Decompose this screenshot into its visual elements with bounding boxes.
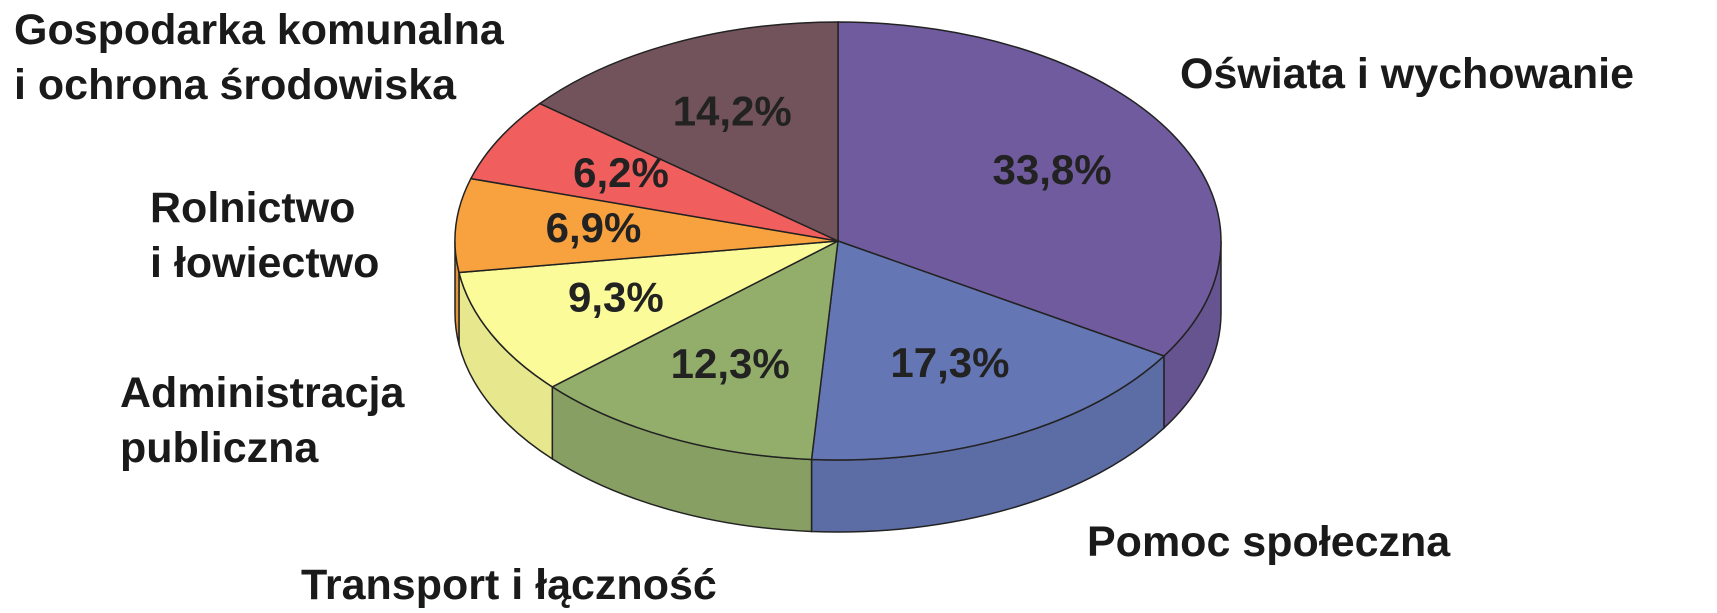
value-label: 14,2% (673, 88, 792, 135)
value-label: 9,3% (568, 273, 664, 320)
category-label: Rolnictwo i łowiectwo (150, 184, 379, 287)
category-label-line: Pomoc społeczna (1087, 518, 1451, 566)
slice (550, 239, 839, 461)
category-label: Oświata i wychowanie (1180, 50, 1634, 98)
slice (538, 21, 839, 243)
slice (810, 239, 1166, 461)
value-label: 6,2% (573, 149, 669, 196)
value-label: 17,3% (890, 339, 1009, 386)
value-label: 33,8% (993, 146, 1112, 193)
category-label-line: Gospodarka komunalna (14, 6, 505, 54)
value-label: 12,3% (671, 340, 790, 387)
slice (454, 177, 839, 274)
category-label-line: Transport i łączność (301, 561, 717, 609)
category-label-line: publiczna (120, 424, 319, 472)
category-label: Transport i łączność (301, 561, 717, 609)
category-label-line: Administracja (120, 369, 405, 417)
slice (837, 21, 1222, 357)
category-label-line: Rolnictwo (150, 184, 355, 232)
category-label-line: i ochrona środowiska (14, 61, 457, 109)
slice (469, 102, 839, 242)
value-label: 6,9% (546, 204, 642, 251)
slice (458, 240, 839, 388)
category-label: Administracja publiczna (120, 369, 405, 472)
category-label-line: i łowiectwo (150, 239, 379, 287)
category-label-line: Oświata i wychowanie (1180, 50, 1634, 98)
category-label: Gospodarka komunalna i ochrona środowiska (14, 6, 505, 109)
category-label: Pomoc społeczna (1087, 518, 1451, 566)
